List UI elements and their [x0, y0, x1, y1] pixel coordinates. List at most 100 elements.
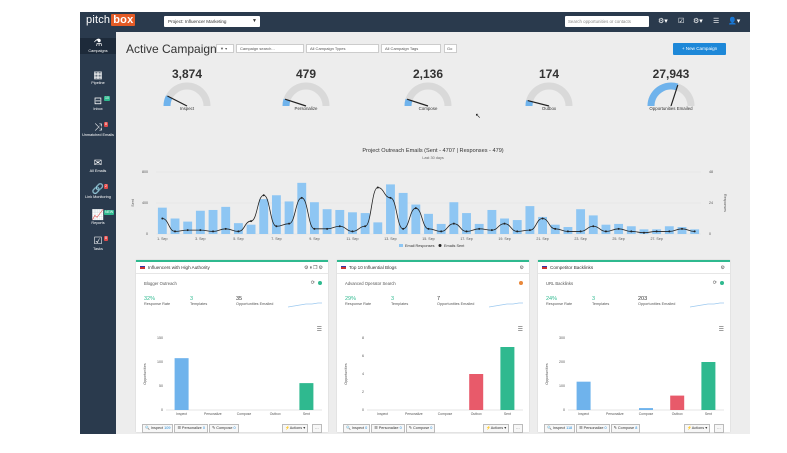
compose-button[interactable]: ✎ Compose 0: [208, 424, 239, 433]
line-point: [326, 227, 329, 230]
more-button[interactable]: …: [714, 424, 724, 433]
hamburger-icon[interactable]: ☰: [517, 327, 523, 333]
bolt-icon: ⚡: [285, 426, 290, 430]
project-selector[interactable]: Project: Influencer Marketing ▼: [164, 16, 260, 27]
gauge-outbox[interactable]: 174 Outbox: [514, 67, 584, 111]
settings-icon[interactable]: ⚙▾: [693, 18, 703, 25]
sidebar-item-reports[interactable]: NEW 📈 Reports: [80, 210, 116, 226]
gauge-track: [404, 82, 452, 107]
personalize-button[interactable]: ☰ Personalize 0: [174, 424, 208, 433]
panel-title[interactable]: Influencers with High Authority: [148, 265, 210, 270]
personalize-button[interactable]: ☰ Personalize 0: [576, 424, 610, 433]
tasks-badge: 8: [104, 236, 108, 241]
campaign-tags-select[interactable]: All Campaign Tags: [381, 44, 441, 53]
refresh-icon[interactable]: ⟳: [712, 280, 717, 286]
inspect-button[interactable]: 🔍 Inspect 0: [343, 424, 371, 433]
list-icon[interactable]: ☰: [713, 18, 720, 25]
user-icon[interactable]: 👤▾: [728, 18, 741, 25]
y-axis-title: Opportunities: [344, 363, 348, 385]
more-button[interactable]: …: [312, 424, 322, 433]
campaign-panel[interactable]: Competitor Backlinks ⚙ URL Backlinks ⟳ 24% Re…: [538, 260, 730, 433]
line-point: [414, 207, 417, 210]
envelope-icon: ✉: [93, 158, 103, 169]
personalize-button[interactable]: ☰ Personalize 0: [371, 424, 405, 433]
refresh-icon[interactable]: ⟳: [310, 280, 315, 286]
line-point: [452, 222, 455, 225]
gear-icon[interactable]: ⚙: [318, 265, 324, 271]
button-count: 0: [604, 426, 607, 430]
sidebar-item-link-monitoring[interactable]: 2 🔗 Link Monitoring: [80, 184, 116, 200]
compose-button[interactable]: ✎ Compose 8: [610, 424, 641, 433]
gauge-compose[interactable]: 2,136 Compose: [393, 67, 463, 111]
sidebar-item-all-emails[interactable]: ✉ All Emails: [80, 158, 116, 174]
campaign-search-input[interactable]: Campaign search...: [236, 44, 304, 53]
stat-opps: 203 Opportunities Emailed: [638, 296, 675, 306]
button-count: 0: [365, 426, 368, 430]
button-label: Compose: [216, 426, 233, 430]
stat-response-rate: 24% Response Rate: [546, 296, 572, 306]
line-point: [693, 230, 696, 233]
gauge-value: 174: [538, 67, 560, 81]
compose-button[interactable]: ✎ Compose 0: [405, 424, 436, 433]
legend-label: Emails Sent: [444, 244, 465, 248]
gear-icon[interactable]: ⚙: [304, 265, 310, 271]
bar-emails-sent: [170, 218, 180, 234]
sidebar-item-pipeline[interactable]: ▦ Pipeline: [80, 70, 116, 86]
status-dot: [720, 280, 724, 285]
y-tick-label: 0: [146, 232, 148, 236]
bar-emails-sent: [386, 184, 395, 234]
line-point: [199, 229, 202, 232]
stat-templates: 3 Templates: [592, 296, 609, 306]
panel-header-icons: ⚙⏸❐⚙: [304, 264, 324, 272]
gauge-dial: [163, 82, 211, 107]
pause-icon[interactable]: ⏸: [309, 265, 314, 271]
actions-button[interactable]: ⚡Actions ▾: [684, 424, 711, 433]
gauge-track: [282, 82, 330, 107]
bar-emails-sent: [639, 229, 649, 234]
filter-dropdown[interactable]: ▼ ▾: [216, 44, 234, 53]
campaign-panel[interactable]: Top 10 Influential Blogs ⚙ Advanced Operat…: [337, 260, 529, 433]
gear-icon[interactable]: ⚙: [720, 265, 726, 271]
inspect-button[interactable]: 🔍 Inspect 109: [142, 424, 174, 433]
sidebar-item-tasks[interactable]: 8 ☑ Tasks: [80, 236, 116, 252]
panel-title[interactable]: Competitor Backlinks: [550, 265, 594, 270]
stat-value: 3: [592, 296, 596, 302]
stat-value: 32%: [144, 296, 156, 302]
copy-icon[interactable]: ❐: [313, 265, 319, 271]
actions-button[interactable]: ⚡Actions ▾: [483, 424, 510, 433]
x-tick-label: 21. Sep: [536, 237, 548, 241]
shuffle-icon: ⤨: [94, 122, 102, 133]
campaign-types-select[interactable]: All Campaign Types: [306, 44, 379, 53]
stat-templates: 3 Templates: [391, 296, 408, 306]
actions-button[interactable]: ⚡Actions ▾: [282, 424, 309, 433]
y-tick-label: 0: [362, 408, 364, 412]
x-tick-label: 27. Sep: [650, 237, 662, 241]
pitchbox-logo[interactable]: pitch box: [86, 14, 136, 26]
more-button[interactable]: …: [513, 424, 523, 433]
search-icon: 🔍: [346, 426, 352, 430]
page-title: Active Campaigns: [126, 42, 223, 56]
hamburger-icon[interactable]: ☰: [718, 327, 724, 333]
panel-title[interactable]: Top 10 Influential Blogs: [349, 265, 397, 270]
sidebar-item-unmatched-emails[interactable]: 8 ⤨ Unmatched Emails: [80, 122, 116, 138]
inspect-button[interactable]: 🔍 Inspect 118: [544, 424, 576, 433]
gauge-opportunities-emailed[interactable]: 27,943 Opportunities Emailed: [636, 67, 706, 111]
gauge-needle: [284, 98, 307, 107]
gauge-inspect[interactable]: 3,874 Inspect: [152, 67, 222, 111]
new-campaign-button[interactable]: + New Campaign: [673, 43, 726, 55]
gear-icon[interactable]: ⚙: [519, 265, 525, 271]
campaign-panel[interactable]: Influencers with High Authority ⚙⏸❐⚙ Blogg…: [136, 260, 328, 433]
sidebar-item-inbox[interactable]: 10 ⊟ Inbox: [80, 96, 116, 112]
gauge-track: [163, 82, 211, 107]
go-button[interactable]: Go: [444, 44, 457, 53]
sidebar-item-campaigns[interactable]: ⚗ Campaigns: [80, 38, 116, 54]
global-search-input[interactable]: Search opportunities or contacts: [565, 16, 649, 27]
bar-emails-sent: [601, 224, 611, 234]
line-point: [275, 225, 278, 228]
check-icon[interactable]: ☑: [678, 18, 685, 25]
gauge-personalize[interactable]: 479 Personalize: [271, 67, 341, 111]
hamburger-icon[interactable]: ☰: [316, 327, 322, 333]
tasks-icon: ☑: [93, 236, 103, 247]
sparkline-line: [690, 302, 724, 308]
gear-icon[interactable]: ⚙▾: [658, 18, 668, 25]
